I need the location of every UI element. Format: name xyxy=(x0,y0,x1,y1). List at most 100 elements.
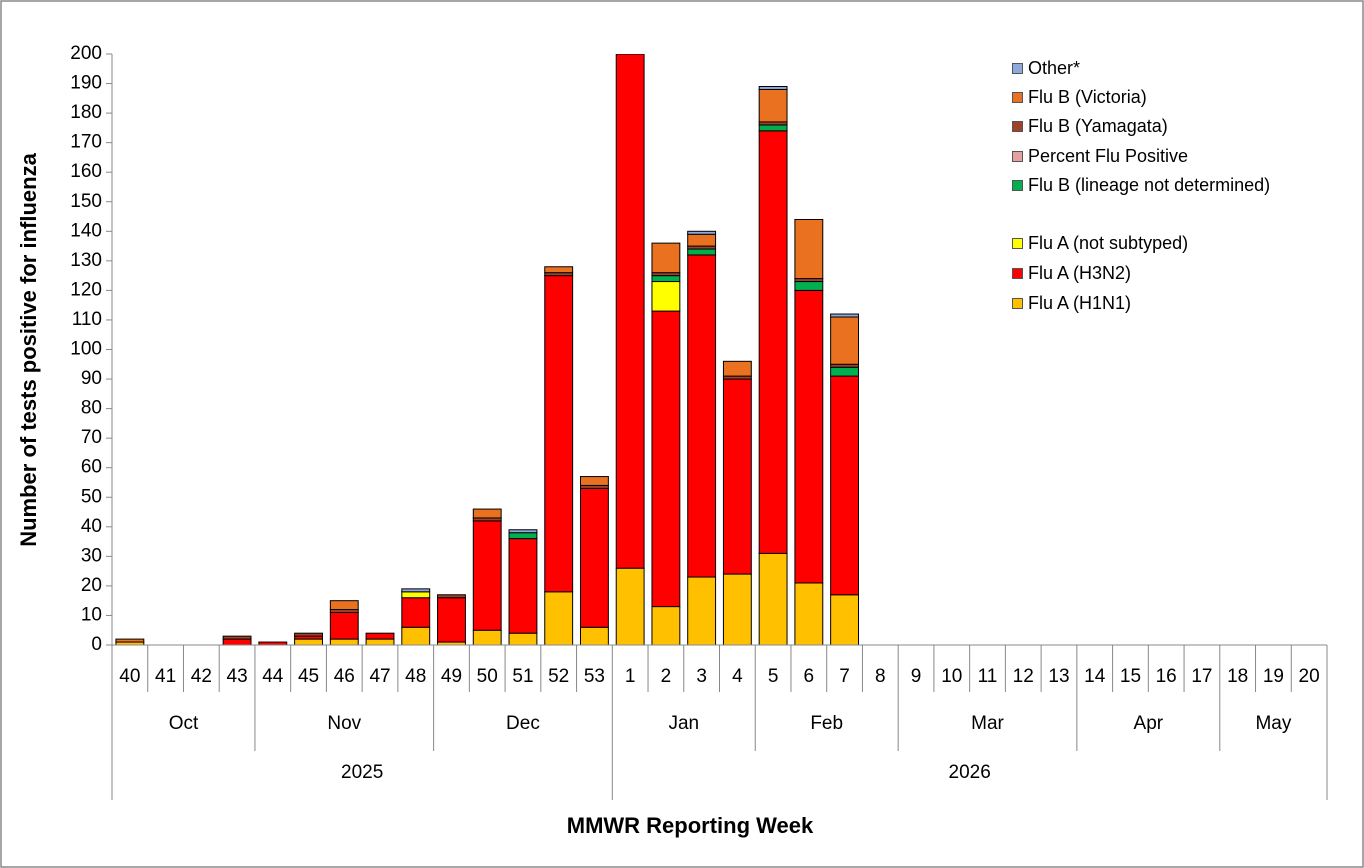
month-label: Mar xyxy=(971,713,1004,734)
bar-segment xyxy=(401,626,431,646)
legend-swatch xyxy=(1012,268,1023,279)
y-tick-label: 120 xyxy=(70,279,102,300)
y-tick-label: 70 xyxy=(81,427,102,448)
x-tick-label: 20 xyxy=(1299,666,1320,687)
bar-segment xyxy=(508,632,538,646)
bar-segment xyxy=(830,316,860,365)
bar-segment xyxy=(830,375,860,596)
legend-label: Flu A (H3N2) xyxy=(1028,263,1132,283)
x-tick-label: 43 xyxy=(227,666,248,687)
bar-segment xyxy=(508,532,538,540)
bar-segment xyxy=(794,289,824,584)
bar-segment xyxy=(687,248,717,256)
y-tick-label: 180 xyxy=(70,102,102,123)
bar-segment xyxy=(329,638,359,646)
y-tick-label: 140 xyxy=(70,220,102,241)
x-tick-label: 1 xyxy=(625,666,636,687)
legend-label: Flu B (Yamagata) xyxy=(1028,116,1168,136)
month-label: Apr xyxy=(1134,713,1164,734)
x-tick-label: 49 xyxy=(441,666,462,687)
y-tick-label: 0 xyxy=(91,634,102,655)
bar-segment xyxy=(401,591,431,599)
month-label: Feb xyxy=(810,713,843,734)
year-label: 2025 xyxy=(341,762,383,783)
legend-label: Percent Flu Positive xyxy=(1028,146,1189,166)
x-tick-label: 40 xyxy=(119,666,140,687)
bar-segment xyxy=(758,88,788,123)
y-tick-label: 50 xyxy=(81,486,102,507)
bar-segment xyxy=(687,230,717,235)
legend-item: Percent Flu Positive xyxy=(1012,146,1278,167)
month-label: Oct xyxy=(169,713,199,734)
x-tick-label: 41 xyxy=(155,666,176,687)
x-tick-label: 15 xyxy=(1120,666,1141,687)
legend-item: Other* xyxy=(1012,58,1278,79)
bar-segment xyxy=(830,594,860,646)
bar-segment xyxy=(579,487,609,628)
bar-segment xyxy=(222,638,252,646)
bar-segment xyxy=(437,594,466,599)
x-tick-label: 5 xyxy=(768,666,779,687)
legend-item: Flu A (H3N2) xyxy=(1012,263,1278,284)
x-tick-label: 8 xyxy=(875,666,886,687)
bar-segment xyxy=(294,632,323,637)
bar-segment xyxy=(508,529,538,534)
bar-segment xyxy=(508,538,538,634)
bar-segment xyxy=(222,635,252,640)
bar-segment xyxy=(651,281,681,312)
bar-segment xyxy=(687,576,717,646)
x-tick-label: 4 xyxy=(732,666,743,687)
bar-segment xyxy=(830,313,860,318)
legend-swatch xyxy=(1012,151,1023,162)
legend-item: Flu B (lineage not determined) xyxy=(1012,175,1278,196)
x-tick-label: 17 xyxy=(1191,666,1212,687)
y-tick-label: 160 xyxy=(70,161,102,182)
x-tick-label: 53 xyxy=(584,666,605,687)
bar-segment xyxy=(651,606,681,646)
bar-segment xyxy=(687,233,717,247)
legend-item: Flu A (H1N1) xyxy=(1012,293,1278,314)
bar-segment xyxy=(579,476,609,486)
bar-segment xyxy=(365,632,395,640)
bar-segment xyxy=(115,638,145,643)
bar-segment xyxy=(472,508,502,519)
bar-segment xyxy=(401,597,431,628)
legend-swatch xyxy=(1012,92,1023,103)
month-label: May xyxy=(1255,713,1291,734)
y-tick-label: 60 xyxy=(81,457,102,478)
y-tick-label: 90 xyxy=(81,368,102,389)
bar-segment xyxy=(722,360,752,377)
bar-segment xyxy=(615,567,645,646)
x-tick-label: 19 xyxy=(1263,666,1284,687)
y-tick-label: 190 xyxy=(70,73,102,94)
x-tick-label: 13 xyxy=(1048,666,1069,687)
x-tick-label: 48 xyxy=(405,666,426,687)
x-tick-label: 9 xyxy=(911,666,922,687)
x-tick-label: 45 xyxy=(298,666,319,687)
x-tick-label: 42 xyxy=(191,666,212,687)
bar-segment xyxy=(722,378,752,575)
y-tick-label: 110 xyxy=(72,309,102,330)
bar-segment xyxy=(758,124,788,132)
x-tick-label: 50 xyxy=(477,666,498,687)
y-tick-label: 170 xyxy=(70,132,102,153)
bar-segment xyxy=(758,86,788,90)
bars xyxy=(115,54,860,646)
bar-segment xyxy=(651,275,681,283)
month-label: Jan xyxy=(668,713,699,734)
y-tick-label: 130 xyxy=(70,250,102,271)
legend-swatch xyxy=(1012,180,1023,191)
legend-label: Flu B (lineage not determined) xyxy=(1028,175,1271,195)
bar-segment xyxy=(472,629,502,646)
bar-segment xyxy=(794,218,824,280)
y-tick-label: 100 xyxy=(70,339,102,360)
bar-segment xyxy=(722,573,752,646)
y-tick-label: 40 xyxy=(81,516,102,537)
x-tick-label: 18 xyxy=(1227,666,1248,687)
x-tick-label: 46 xyxy=(334,666,355,687)
y-tick-label: 80 xyxy=(81,398,102,419)
bar-segment xyxy=(579,626,609,646)
x-tick-label: 6 xyxy=(804,666,815,687)
